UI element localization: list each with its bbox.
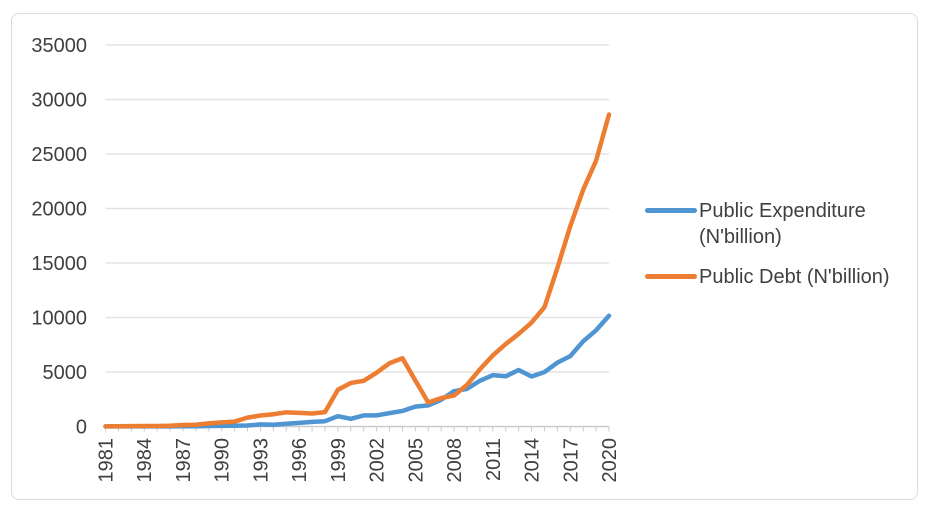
x-axis-label: 1990 [212, 438, 234, 483]
y-axis-label: 0 [76, 417, 87, 439]
x-axis-label: 2017 [560, 438, 582, 483]
series-line-public-debt [103, 112, 612, 429]
y-axis-label: 20000 [31, 199, 87, 221]
x-axis-label: 1999 [328, 438, 350, 483]
series-line-public-expenditure [103, 313, 612, 429]
legend-swatch-public-debt-line [645, 274, 697, 279]
legend-item-public-debt: Public Debt (N'billion) [645, 264, 921, 290]
legend-label-public-debt: Public Debt (N'billion) [699, 266, 890, 288]
x-axis-label: 1993 [250, 438, 272, 483]
x-axis-label: 1987 [173, 438, 195, 483]
x-axis-label: 2014 [522, 438, 544, 483]
chart-frame [11, 13, 918, 500]
x-axis-label: 2002 [367, 438, 389, 483]
x-axis-label: 2020 [599, 438, 621, 483]
y-axis-label: 35000 [31, 35, 87, 57]
x-axis-label: 2011 [483, 438, 505, 481]
legend-label-public-expenditure: Public Expenditure (N'billion) [699, 200, 866, 248]
y-axis-label: 25000 [31, 144, 87, 166]
x-axis-label: 1981 [96, 438, 118, 483]
y-axis-label: 30000 [31, 90, 87, 112]
y-axis-label: 10000 [31, 308, 87, 330]
x-axis-label: 1996 [289, 438, 311, 483]
x-axis-label: 2008 [444, 438, 466, 483]
x-axis-label: 2005 [405, 438, 427, 483]
legend-swatch-public-expenditure-line [645, 208, 697, 213]
y-axis-label: 15000 [31, 253, 87, 275]
y-axis-label: 5000 [43, 362, 88, 384]
legend-item-public-expenditure: Public Expenditure (N'billion) [645, 198, 921, 250]
x-axis-label: 1984 [134, 438, 156, 483]
